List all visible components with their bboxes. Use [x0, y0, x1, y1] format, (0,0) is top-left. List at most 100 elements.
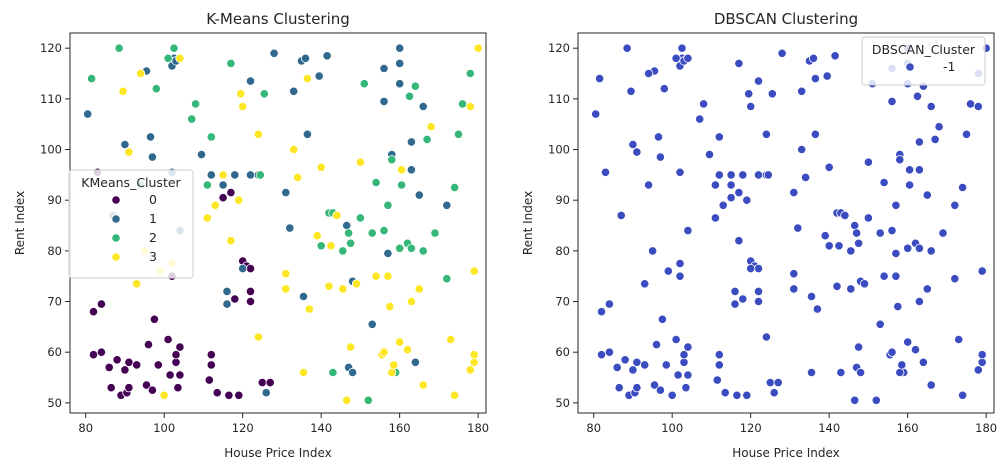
scatter-point: [824, 162, 834, 172]
scatter-point: [647, 246, 658, 256]
scatter-point: [165, 370, 175, 380]
scatter-point: [657, 314, 668, 324]
scatter-point: [655, 152, 666, 162]
scatter-point: [773, 377, 783, 388]
scatter-point: [683, 370, 693, 380]
scatter-point: [395, 79, 405, 89]
scatter-point: [903, 337, 913, 347]
legend-box: [68, 169, 194, 279]
scatter-point: [777, 48, 787, 58]
scatter-point: [169, 43, 179, 53]
scatter-point: [106, 383, 116, 393]
scatter-point: [120, 139, 130, 150]
scatter-point: [897, 360, 907, 370]
scatter-point: [667, 390, 677, 400]
scatter-point: [147, 152, 157, 162]
scatter-point: [465, 365, 475, 375]
scatter-point: [332, 210, 342, 220]
scatter-point: [163, 334, 173, 345]
y-tick-label: 70: [555, 295, 570, 309]
scatter-point: [855, 367, 866, 378]
scatter-point: [226, 58, 236, 69]
scatter-point: [797, 86, 807, 96]
scatter-point: [879, 271, 889, 281]
scatter-point: [422, 134, 432, 144]
scatter-point: [789, 188, 799, 198]
scatter-point: [314, 71, 324, 81]
scatter-point: [797, 144, 807, 155]
scatter-point: [257, 377, 267, 388]
scatter-point: [224, 390, 234, 400]
scatter-point: [891, 200, 901, 210]
scatter-point: [875, 319, 885, 329]
scatter-point: [234, 195, 244, 205]
scatter-point: [230, 170, 240, 180]
x-tick-label: 100: [153, 421, 175, 435]
scatter-point: [850, 220, 860, 231]
scatter-point: [789, 269, 799, 279]
scatter-point: [326, 241, 336, 251]
scatter-point: [753, 76, 764, 86]
scatter-point: [887, 347, 897, 357]
scatter-point: [632, 147, 642, 157]
scatter-point: [396, 165, 407, 175]
y-tick-label: 60: [47, 345, 62, 359]
scatter-point: [395, 43, 405, 53]
x-tick-label: 80: [78, 421, 93, 435]
scatter-point: [614, 383, 624, 393]
x-tick-label: 180: [975, 421, 997, 435]
scatter-point: [410, 81, 420, 91]
scatter-point: [746, 263, 756, 274]
scatter-point: [141, 380, 152, 390]
legend-entry-label: 1: [149, 211, 157, 226]
scatter-point: [612, 362, 622, 372]
scatter-point: [245, 76, 256, 86]
scatter-point: [367, 228, 377, 238]
scatter-point: [202, 180, 212, 190]
scatter-point: [245, 296, 256, 307]
scatter-point: [753, 170, 764, 180]
scatter-point: [389, 360, 399, 370]
scatter-point: [175, 53, 185, 63]
scatter-point: [206, 170, 216, 180]
scatter-point: [112, 355, 122, 365]
scatter-point: [732, 390, 742, 400]
scatter-point: [328, 367, 338, 378]
scatter-point: [714, 360, 724, 370]
scatter-point: [118, 86, 128, 96]
scatter-point: [840, 210, 850, 220]
scatter-point: [218, 193, 228, 203]
y-tick-label: 50: [47, 396, 62, 410]
scatter-point: [453, 129, 464, 139]
legend-entry-label: 3: [149, 249, 157, 264]
scatter-point: [355, 157, 365, 167]
scatter-point: [904, 165, 915, 175]
scatter-point: [204, 375, 214, 385]
scatter-point: [895, 367, 905, 378]
scatter-point: [191, 99, 201, 109]
legend-marker: [111, 233, 121, 243]
x-tick-label: 80: [586, 421, 601, 435]
scatter-point: [742, 390, 752, 400]
scatter-point: [710, 180, 721, 190]
scatter-point: [914, 165, 925, 175]
scatter-point: [171, 357, 181, 367]
x-tick-label: 160: [897, 421, 919, 435]
scatter-point: [675, 167, 685, 177]
scatter-point: [245, 170, 256, 180]
scatter-point: [171, 350, 181, 360]
scatter-point: [730, 299, 740, 309]
scatter-point: [379, 63, 389, 74]
scatter-point: [683, 53, 693, 63]
scatter-point: [926, 101, 936, 112]
legend-title: DBSCAN_Cluster: [872, 42, 976, 57]
scatter-point: [446, 334, 456, 345]
scatter-point: [954, 334, 964, 345]
scatter-point: [132, 360, 142, 370]
legend-marker: [111, 252, 121, 262]
scatter-point: [640, 279, 650, 289]
scatter-point: [738, 294, 748, 304]
scatter-point: [406, 296, 416, 307]
scatter-point: [950, 274, 960, 284]
scatter-point: [914, 296, 925, 307]
